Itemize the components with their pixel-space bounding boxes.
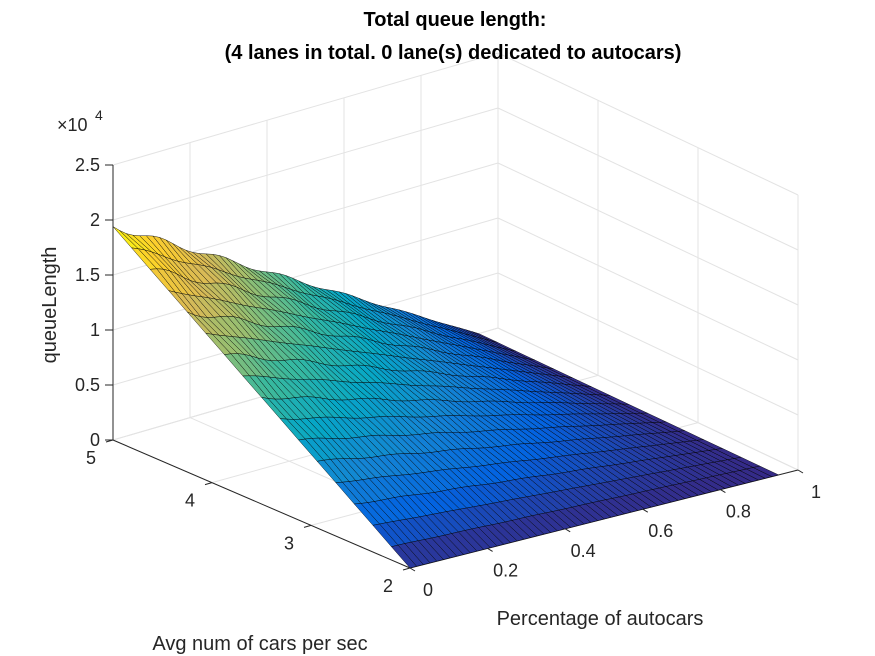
y-tick-label: 5 [86,448,96,468]
x-tick-label: 1 [811,482,821,502]
chart-subtitle: (4 lanes in total. 0 lane(s) dedicated t… [225,42,682,64]
side-wall-gridline-z [497,107,799,251]
z-axis-label: queueLength [39,247,61,364]
x-tick-label: 0.4 [571,541,596,561]
x-tick-mark [564,528,571,533]
z-tick-label: 1.5 [75,265,100,285]
side-wall-gridline-z [497,272,799,416]
y-tick-mark [303,524,312,528]
y-axis-line [112,439,411,569]
z-exponent-power: 4 [95,107,103,123]
x-tick-label: 0.8 [726,502,751,522]
z-tick-label: 0 [90,430,100,450]
x-tick-mark [409,567,416,572]
side-wall-gridline-z [497,52,799,196]
back-wall-gridline-z [112,217,499,331]
z-tick-label: 0.5 [75,375,100,395]
y-tick-mark [204,482,213,486]
x-axis-label: Percentage of autocars [497,608,704,630]
z-tick-label: 2 [90,210,100,230]
x-tick-mark [487,547,493,552]
x-tick-label: 0.6 [648,521,673,541]
x-tick-mark [642,508,649,513]
surface-patch [752,465,780,477]
x-tick-label: 0.2 [493,560,518,580]
x-tick-mark [720,489,726,494]
x-tick-label: 0 [423,580,433,600]
chart-title: Total queue length: [364,9,547,31]
y-tick-label: 4 [185,491,195,511]
surface-mesh [112,226,780,569]
z-tick-label: 2.5 [75,155,100,175]
x-tick-mark [797,469,804,474]
y-axis-label: Avg num of cars per sec [152,633,367,655]
y-tick-label: 2 [383,576,393,596]
back-wall-gridline-z [112,52,499,166]
y-tick-label: 3 [284,533,294,553]
y-tick-mark [402,567,411,571]
side-wall-gridline-z [497,162,799,306]
side-wall-gridline-z [497,327,799,471]
z-tick-label: 1 [90,320,100,340]
back-wall-gridline-z [112,107,499,221]
side-wall-gridline-z [497,217,799,361]
z-exponent-base: ×10 [57,115,88,135]
